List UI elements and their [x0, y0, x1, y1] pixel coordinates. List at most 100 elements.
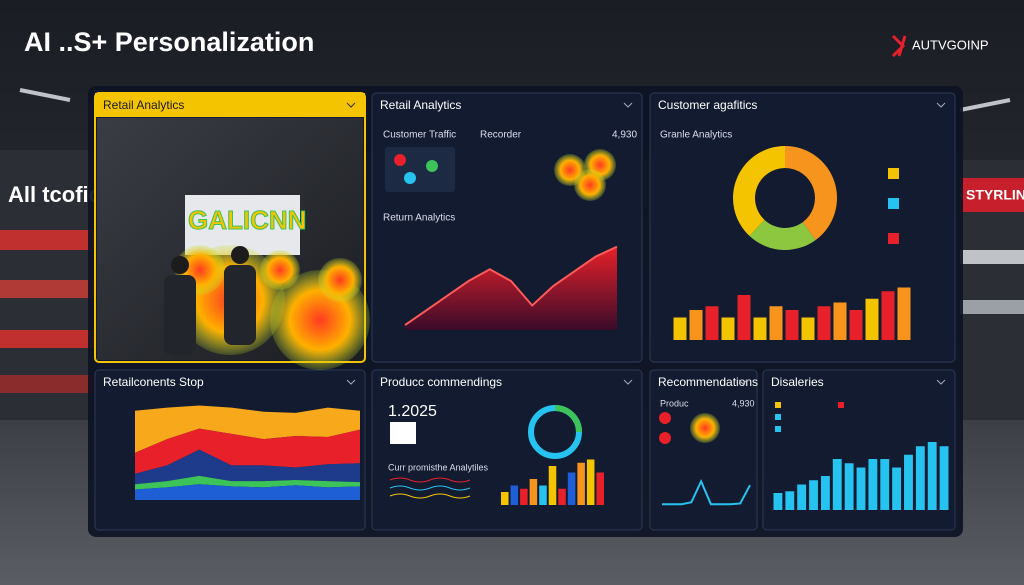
store-sign: STYRLIN — [966, 187, 1024, 203]
bar — [773, 493, 783, 510]
bar — [897, 287, 911, 340]
map-pin — [394, 154, 406, 166]
scene-wall — [185, 195, 300, 255]
bar — [785, 310, 799, 340]
label: Return Analytics — [383, 213, 455, 224]
brand-name: AUTVGOINP — [912, 37, 989, 52]
heatmap-blob — [574, 169, 606, 201]
icon — [659, 412, 671, 424]
mini-map — [385, 147, 455, 192]
ring-arc — [554, 405, 582, 433]
bar — [939, 446, 949, 510]
map-pin — [426, 160, 438, 172]
squiggle — [389, 485, 471, 491]
label: Retailconents Stop — [103, 375, 204, 389]
chevron — [738, 379, 748, 385]
bar — [769, 306, 783, 340]
bar — [892, 467, 902, 510]
bar — [567, 472, 576, 505]
label: Recommendations — [658, 375, 758, 389]
bar — [817, 306, 831, 340]
bar — [705, 306, 719, 340]
legend-swatch — [888, 198, 899, 209]
legend-swatch — [775, 426, 781, 432]
person — [224, 265, 256, 345]
bar — [865, 298, 879, 340]
donut-segment — [785, 146, 838, 241]
squiggle — [389, 477, 471, 483]
panel — [371, 369, 643, 531]
bar — [577, 462, 585, 505]
right-shelves — [960, 160, 1024, 420]
donut-segment — [749, 219, 816, 250]
qr-code — [390, 422, 416, 444]
store-sign: All tcofic — [8, 182, 101, 207]
bar — [832, 459, 842, 510]
left-shelves — [0, 150, 95, 420]
bar — [501, 492, 509, 505]
bar — [927, 442, 937, 510]
label: 1.2025 — [388, 403, 437, 420]
label: Granle Analytics — [660, 130, 732, 141]
legend-swatch — [775, 414, 781, 420]
bar — [737, 295, 751, 340]
stacked-area — [135, 449, 360, 485]
legend-swatch — [888, 233, 899, 244]
label: Customer agafitics — [658, 98, 757, 112]
map-pin — [404, 172, 416, 184]
label: Disaleries — [771, 375, 824, 389]
chevron — [623, 102, 633, 108]
stacked-area — [135, 405, 360, 453]
label: Customer Traffic — [383, 130, 456, 141]
bar — [721, 317, 735, 340]
bar — [833, 302, 847, 340]
chevron — [936, 379, 946, 385]
person — [171, 256, 189, 274]
chevron — [936, 102, 946, 108]
bar — [529, 479, 538, 505]
panel-header — [95, 93, 365, 117]
legend-swatch — [888, 168, 899, 179]
panel — [649, 369, 758, 531]
legend-swatch — [838, 402, 844, 408]
bar — [673, 317, 687, 340]
bar — [880, 459, 890, 510]
label: 4,930 — [732, 398, 755, 408]
person — [231, 246, 249, 264]
legend-swatch — [775, 402, 781, 408]
squiggle — [389, 493, 471, 499]
bar — [510, 485, 519, 505]
label: Producc commendings — [380, 375, 502, 389]
heatmap-blob — [260, 250, 300, 290]
bar — [844, 463, 854, 510]
bar — [856, 467, 866, 510]
line — [662, 478, 751, 506]
icon — [659, 432, 671, 444]
bar — [785, 491, 795, 510]
bar — [689, 310, 703, 340]
bar — [539, 485, 547, 505]
bar — [809, 480, 818, 510]
brand-logo — [891, 34, 907, 58]
bar — [820, 476, 830, 510]
chevron — [346, 102, 356, 108]
bar — [558, 488, 566, 505]
label: Recorder — [480, 130, 522, 141]
label: Curr promisthe Analytiles — [388, 462, 489, 472]
bar — [520, 488, 528, 505]
heatmap-blob — [318, 258, 362, 302]
bar — [586, 459, 595, 505]
bar — [904, 454, 913, 510]
line — [404, 245, 618, 326]
stacked-area — [135, 475, 360, 490]
bar — [753, 317, 767, 340]
label: 4,930 — [612, 130, 637, 141]
label: Retail Analytics — [103, 98, 184, 112]
bar — [849, 310, 863, 340]
bar — [596, 472, 604, 505]
page-title: AI ..S+ Personalization — [24, 27, 314, 57]
bar — [881, 291, 895, 340]
donut-segment — [733, 146, 785, 236]
bar — [797, 484, 807, 510]
